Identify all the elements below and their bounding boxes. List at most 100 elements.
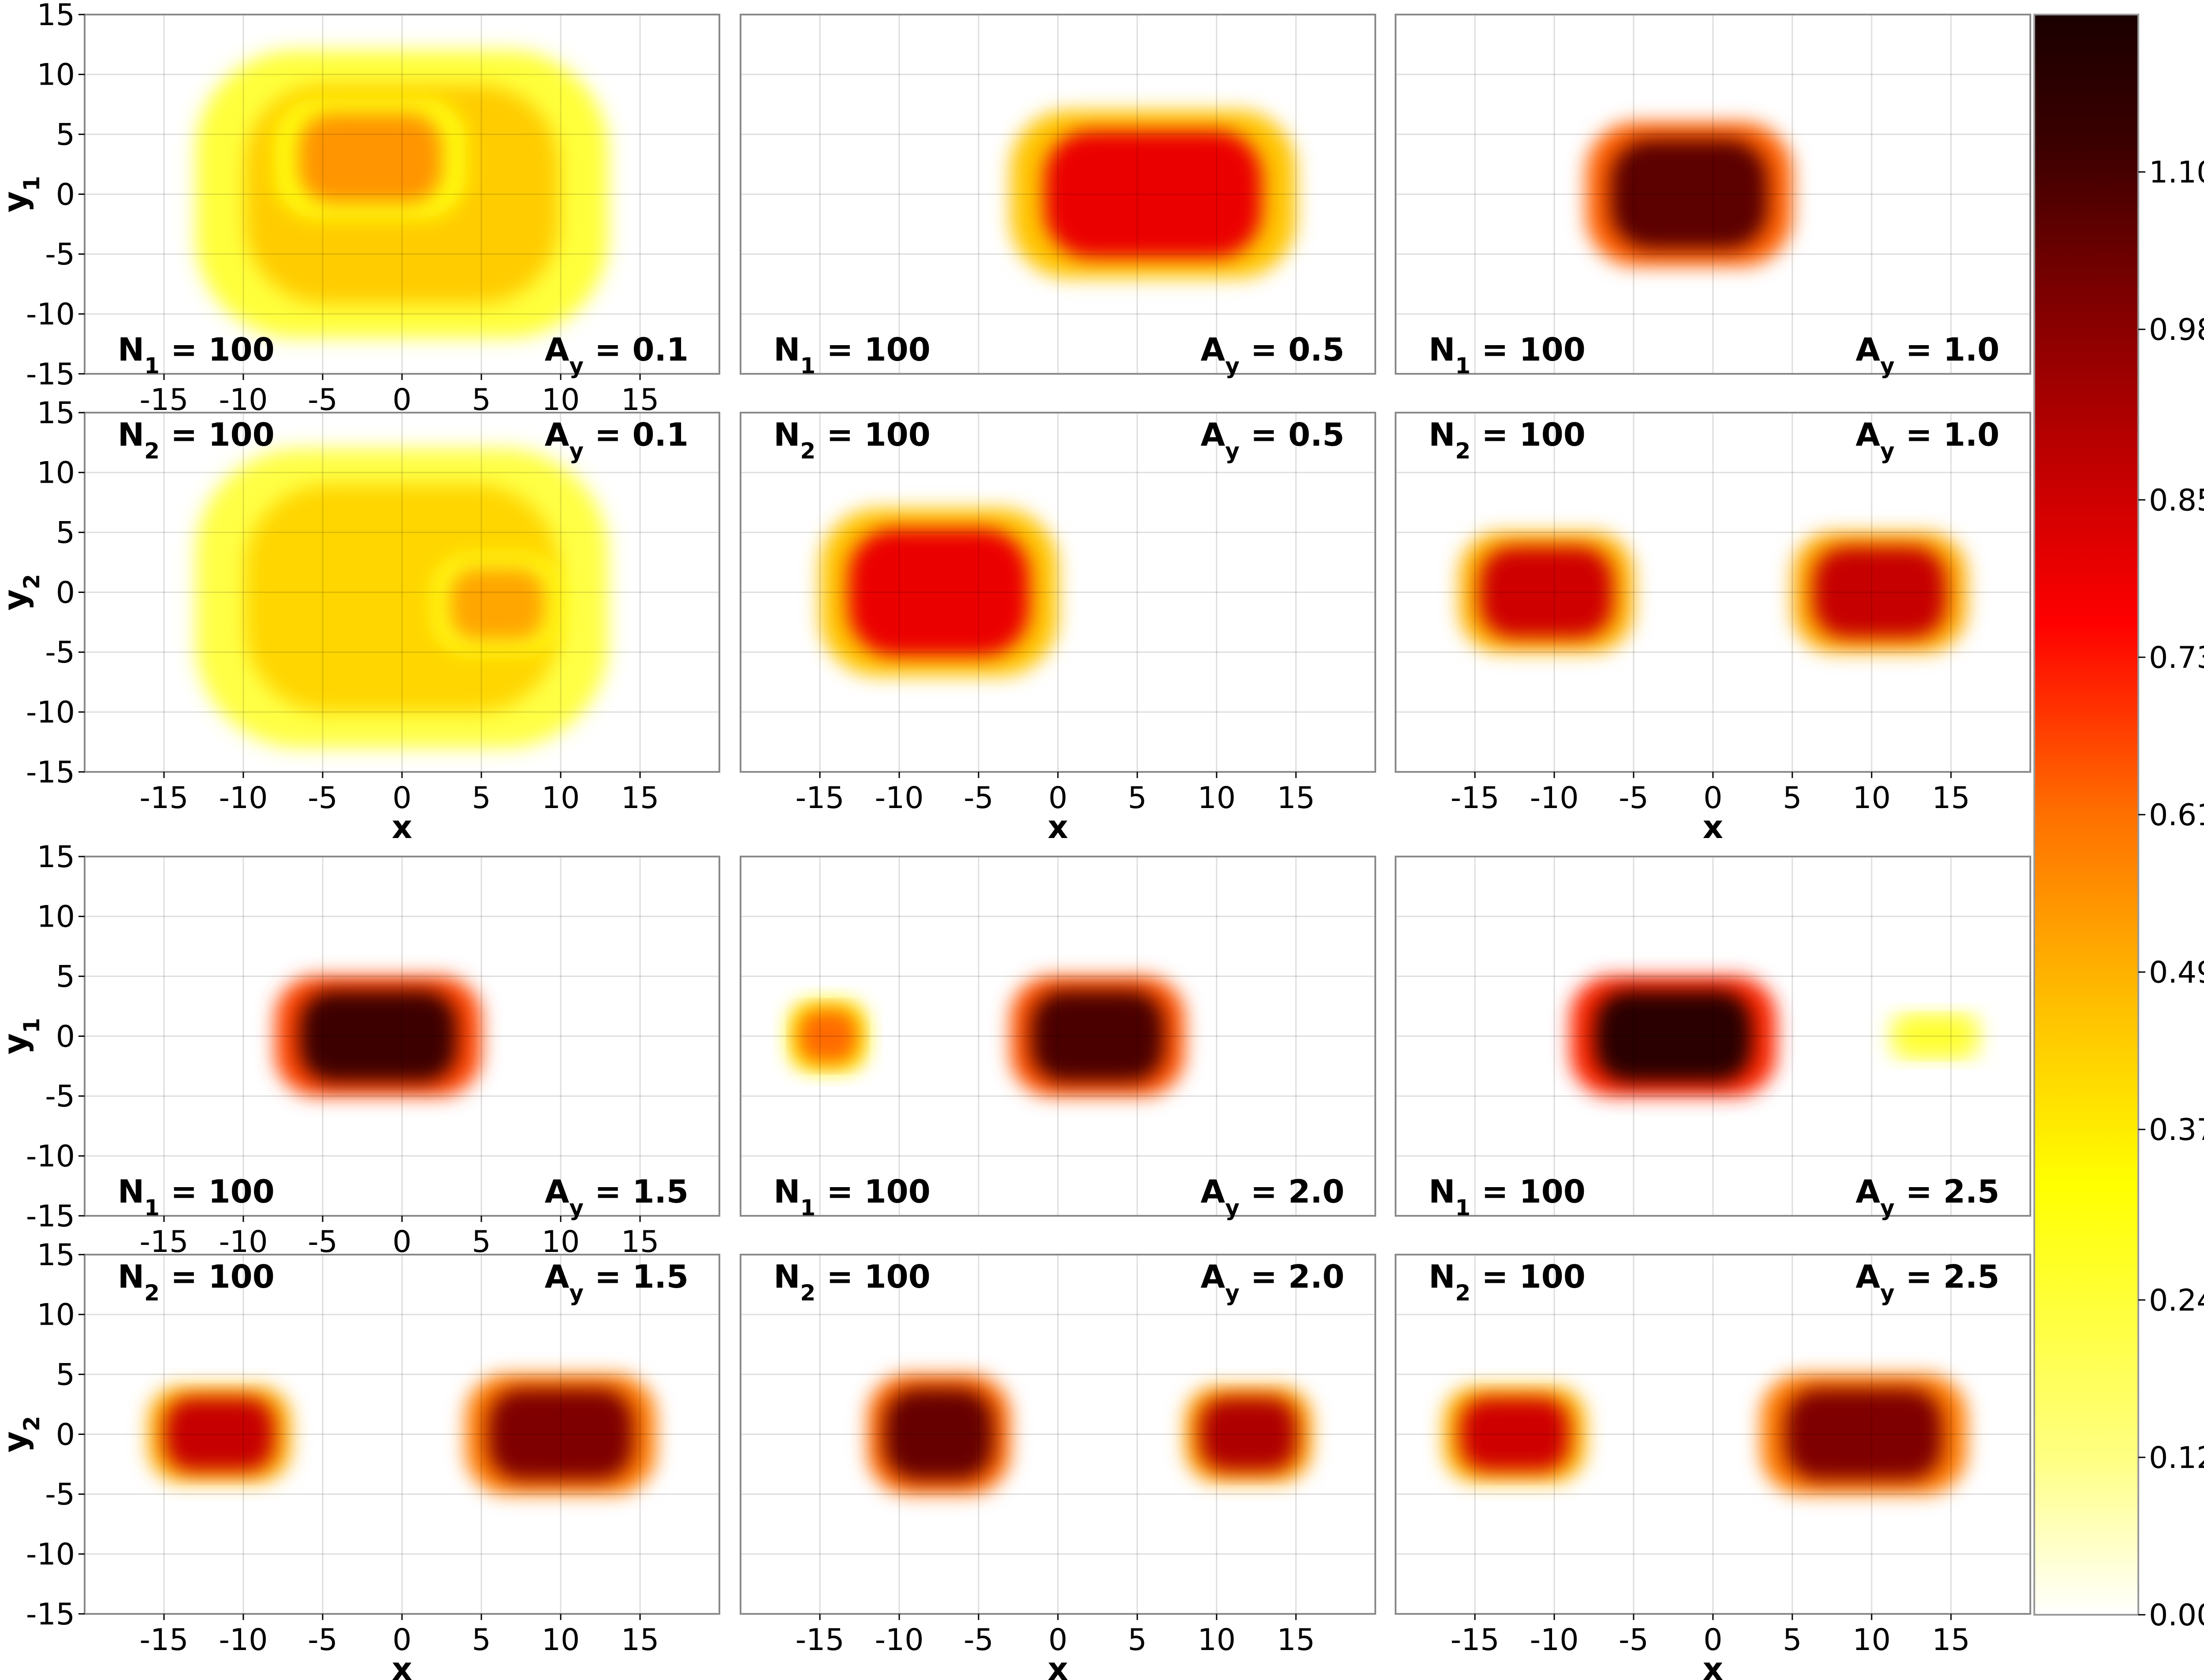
grid — [1396, 15, 2030, 374]
y-axis-label-symbol: y — [0, 1431, 34, 1453]
amplitude-label: Ay = 1.5 — [545, 1173, 689, 1221]
y-tick-label: 10 — [37, 1298, 75, 1333]
density-blob-core — [298, 112, 443, 204]
amplitude-label: Ay = 1.0 — [1856, 331, 1999, 379]
y-tick-label: 10 — [37, 900, 75, 935]
colorbar-tick-label: 0.49 — [2149, 955, 2204, 990]
density-blob-core — [797, 1009, 858, 1064]
x-tick-label: -10 — [219, 383, 268, 417]
density-blob-core — [884, 1389, 994, 1480]
amplitude-label: Ay = 2.0 — [1201, 1258, 1344, 1306]
density-blob-core — [165, 1397, 274, 1471]
grid — [1396, 413, 2030, 772]
colorbar-ticks: 0.00 0.12 0.24 0.37 0.49 0.61 0.73 0.85 0.98 1.10 — [2138, 155, 2204, 1633]
x-tick-label: -10 — [219, 1623, 268, 1658]
grid — [741, 1255, 1375, 1614]
y-axis-label-symbol: y — [0, 191, 34, 212]
x-tick-label: -10 — [1530, 781, 1579, 816]
x-tick-label: 15 — [621, 1225, 659, 1259]
panel-r1c3: N1 = 100 Ay = 1.0 — [1395, 14, 2031, 379]
density-group — [1010, 110, 1296, 278]
density-blob-core — [1460, 1397, 1569, 1471]
density-blob-core — [300, 991, 457, 1082]
x-tick-label: -5 — [308, 781, 338, 816]
x-tick-label: -15 — [139, 383, 188, 417]
x-tick-label: 15 — [1277, 1623, 1315, 1658]
x-tick-label: 5 — [472, 781, 491, 816]
density-group — [1586, 122, 1792, 266]
grid — [1396, 1255, 2030, 1614]
x-tick-label: 0 — [392, 1225, 411, 1259]
y-tick-label: -15 — [26, 357, 75, 392]
density-group — [148, 1374, 656, 1494]
x-tick-label: 0 — [1048, 1623, 1067, 1658]
y-axis-label-subscript: 2 — [19, 574, 45, 589]
x-tick-label: 15 — [1277, 781, 1315, 816]
particle-count-label: N1 = 100 — [118, 331, 275, 379]
particle-count-label: N2 = 100 — [774, 416, 931, 464]
plot-frame — [740, 14, 1376, 375]
density-group — [1570, 976, 1983, 1096]
particle-count-label: N1 = 100 — [774, 1173, 931, 1221]
density-blob-core — [848, 528, 1030, 656]
particle-count-label: N2 = 100 — [774, 1258, 931, 1306]
y-axis-label-subscript: 1 — [19, 1018, 45, 1033]
x-tick-label: 10 — [1853, 1623, 1891, 1658]
y-tick-label: 15 — [37, 840, 75, 875]
y-tick-label: 15 — [37, 396, 75, 431]
y-axis-label-subscript: 1 — [19, 176, 45, 191]
x-tick-label: 10 — [542, 1225, 580, 1259]
y-axis-label-subscript: 2 — [19, 1416, 45, 1431]
y-tick-label: -10 — [26, 695, 75, 730]
density-group — [1459, 532, 1967, 652]
panel-r2c2: -15 -10 -5 0 5 10 15 x N2 = 100 Ay = 0.5 — [740, 412, 1376, 846]
x-tick-label: 0 — [1703, 781, 1722, 816]
y-tick-label: 10 — [37, 58, 75, 93]
x-tick-label: 15 — [621, 1623, 659, 1658]
x-tick-label: 5 — [1128, 781, 1147, 816]
x-tick-label: 0 — [392, 781, 411, 816]
density-group — [820, 508, 1058, 676]
panel-r4c3: -15 -10 -5 0 5 10 15 x N2 = 100 Ay = 2.5 — [1395, 1254, 2031, 1680]
amplitude-label: Ay = 2.5 — [1856, 1258, 1999, 1306]
x-tick-label: -15 — [795, 1623, 844, 1658]
x-tick-label: 10 — [542, 781, 580, 816]
x-tick-label: -10 — [1530, 1623, 1579, 1658]
x-tick-label: -15 — [1450, 1623, 1499, 1658]
density-blob-core — [1813, 547, 1946, 638]
x-tick-label: -15 — [795, 781, 844, 816]
y-tick-label: 0 — [56, 575, 75, 610]
x-tick-label: -15 — [139, 781, 188, 816]
y-tick-label: 5 — [56, 1357, 75, 1392]
density-group — [1443, 1374, 1967, 1494]
x-tick-label: -10 — [875, 781, 923, 816]
panel-r3c3: N1 = 100 Ay = 2.5 — [1395, 856, 2031, 1221]
x-tick-label: 5 — [472, 1225, 491, 1259]
x-tick-label: -10 — [875, 1623, 923, 1658]
density-blob-core — [1044, 130, 1262, 258]
colorbar-tick-label: 0.00 — [2149, 1598, 2204, 1633]
density-blob-core — [1785, 1389, 1942, 1480]
y-tick-label: -15 — [26, 1597, 75, 1632]
x-axis-label: x — [1048, 1650, 1068, 1680]
y-tick-label: -10 — [26, 1139, 75, 1174]
particle-count-label: N1 = 100 — [774, 331, 931, 379]
panel-r4c1: 15 10 5 0 -5 -10 -15 -15 -10 -5 0 5 10 15 x y2 N2 = 100 A… — [0, 1238, 720, 1680]
y-tick-label: -5 — [45, 1477, 75, 1512]
density-group — [196, 50, 608, 338]
x-axis-label: x — [392, 1650, 412, 1680]
colorbar-tick-label: 0.12 — [2149, 1441, 2204, 1475]
grid — [85, 1255, 719, 1614]
y-axis-label: y1 — [0, 1018, 45, 1054]
x-tick-label: -5 — [964, 781, 994, 816]
plot-frame — [740, 856, 1376, 1217]
x-tick-label: 15 — [1932, 781, 1970, 816]
colorbar-tick-label: 0.85 — [2149, 483, 2204, 518]
y-tick-label: -10 — [26, 1537, 75, 1572]
particle-count-label: N1 = 100 — [1429, 1173, 1586, 1221]
y-tick-label: -10 — [26, 297, 75, 332]
particle-count-label: N2 = 100 — [1429, 1258, 1586, 1306]
y-tick-label: 5 — [56, 959, 75, 994]
y-tick-label: 10 — [37, 456, 75, 491]
